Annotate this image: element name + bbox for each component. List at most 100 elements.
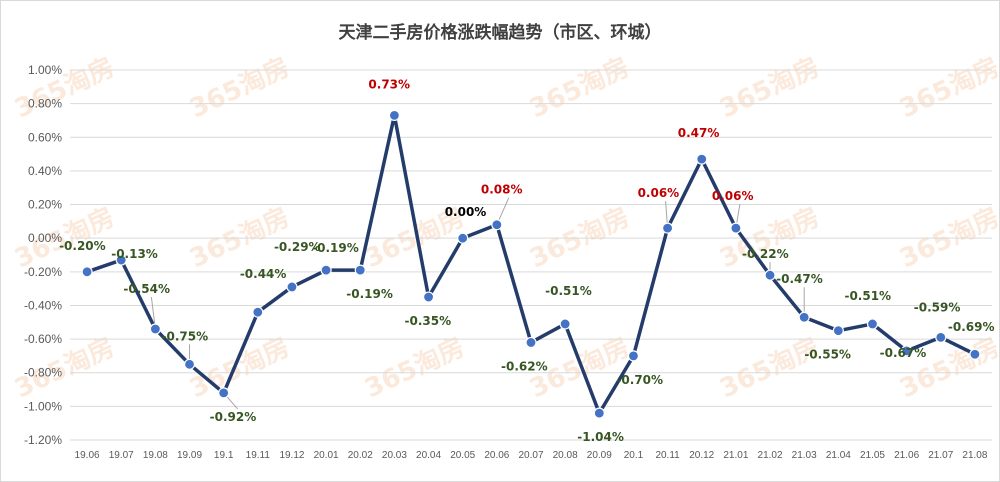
data-label: -0.35% [405,314,452,328]
data-label: -0.67% [880,346,927,360]
watermark-text: 365淘房 [715,332,824,404]
x-tick-label: 21.01 [723,450,748,461]
watermark-text: 365淘房 [10,52,119,124]
x-tick-label: 20.12 [689,450,714,461]
data-label: -0.20% [59,239,106,253]
gridlines [70,69,992,441]
data-point [388,109,401,122]
y-tick-label: -0.60% [24,332,62,346]
watermark-layer: 365淘房 365淘房 365淘房 365淘房 365淘房 365淘房 365淘房 365淘房… [10,52,1000,404]
data-point [354,264,366,276]
data-point [730,222,742,234]
data-point [491,219,503,231]
data-label: 0.73% [368,77,410,91]
x-tick-label: 20.05 [450,450,475,461]
data-point [457,232,469,244]
data-label: -0.51% [844,289,891,303]
y-tick-label: 0.20% [28,198,62,212]
data-point [798,311,810,323]
data-label: -1.04% [577,430,624,444]
y-tick-label: -1.00% [24,399,62,413]
data-label: 0.06% [712,189,754,203]
watermark-text: 365淘房 [895,332,1000,404]
x-axis-ticks: 19.06 19.07 19.08 19.09 19.1 19.11 19.12 20.01 2… [75,450,988,461]
data-point [252,306,264,318]
data-point [525,336,537,349]
data-label: -0.75% [162,329,209,343]
x-tick-label: 20.03 [382,450,407,461]
data-point [866,318,879,330]
data-label: 0.00% [445,205,487,219]
data-point [218,387,230,399]
x-tick-label: 20.01 [314,450,339,461]
data-point [901,345,913,357]
x-tick-label: 21.04 [826,450,851,461]
data-point [661,222,674,234]
data-label: 0.47% [678,126,720,140]
data-label: -0.92% [210,410,257,424]
data-label: -0.22% [742,247,789,261]
chart-title: 天津二手房价格涨跌幅趋势（市区、环城） [338,23,662,43]
data-point [935,331,947,344]
x-tick-label: 20.11 [655,450,680,461]
data-label: -0.47% [776,272,823,286]
data-label: 0.06% [638,186,680,200]
watermark-text: 365淘房 [525,52,634,124]
x-tick-label: 19.09 [177,450,202,461]
x-tick-label: 21.02 [758,450,783,461]
x-tick-label: 21.07 [928,450,953,461]
data-label: -0.19% [312,241,359,255]
data-label: -0.70% [616,373,663,387]
data-point [422,291,435,303]
data-label: 0.08% [481,183,523,197]
x-tick-label: 19.06 [75,450,100,461]
x-tick-label: 19.1 [214,450,234,461]
data-point [832,325,844,337]
x-tick-label: 20.09 [587,450,612,461]
data-label: -0.55% [804,348,851,362]
data-point [183,358,196,370]
x-tick-label: 19.11 [246,450,271,461]
data-label: -0.62% [501,359,548,373]
data-labels: -0.20% -0.13% -0.54% -0.75% -0.92% -0.44% -0.2… [59,77,994,444]
watermark-text: 365淘房 [895,52,1000,124]
data-point [764,269,776,281]
data-label: -0.29% [274,240,321,254]
x-tick-label: 21.03 [792,450,817,461]
y-tick-label: 0.40% [28,164,62,178]
x-tick-label: 21.05 [860,450,885,461]
data-point [286,281,298,293]
data-label: -0.13% [111,247,158,261]
y-tick-label: -1.20% [24,433,62,447]
y-tick-label: -0.80% [24,366,62,380]
data-point [627,350,640,362]
y-tick-label: -0.40% [24,298,62,312]
x-tick-label: 20.02 [348,450,373,461]
y-tick-label: 1.00% [28,63,62,77]
data-point [115,254,127,266]
x-tick-label: 19.12 [279,450,304,461]
y-axis-ticks: 1.00% 0.80% 0.60% 0.40% 0.20% 0.00% -0.20% -0.4… [24,63,62,447]
data-point [696,153,708,165]
data-label: -0.19% [346,287,393,301]
watermark-text: 365淘房 [185,52,294,124]
x-tick-label: 19.07 [109,450,134,461]
x-tick-label: 21.08 [962,450,987,461]
data-label: -0.69% [948,320,995,334]
watermark-text: 365淘房 [360,332,469,404]
data-point [149,323,161,335]
y-tick-label: -0.20% [24,265,62,279]
watermark-text: 365淘房 [715,52,824,124]
x-tick-label: 20.1 [624,450,644,461]
x-tick-label: 20.06 [484,450,509,461]
data-label: -0.59% [914,300,961,314]
data-label: -0.54% [123,282,170,296]
x-tick-label: 20.07 [518,450,543,461]
data-label: -0.44% [240,267,287,281]
y-tick-label: 0.80% [28,97,62,111]
x-tick-label: 20.08 [553,450,578,461]
data-point [559,318,571,330]
data-label: -0.51% [545,284,592,298]
x-tick-label: 21.06 [894,450,919,461]
